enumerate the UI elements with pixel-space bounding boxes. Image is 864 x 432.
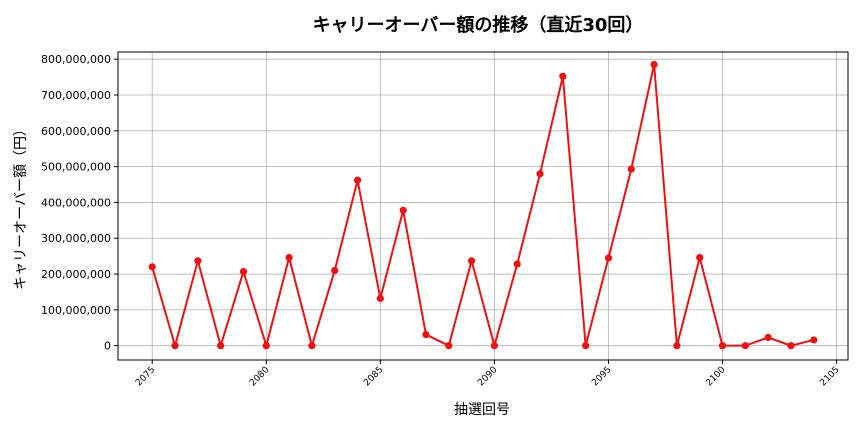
y-axis: 0 100,000,000 200,000,000 300,000,000 400,00… xyxy=(41,53,118,353)
data-point xyxy=(148,263,156,271)
y-tick-label: 0 xyxy=(104,340,111,353)
x-tick-label: 2090 xyxy=(476,365,499,388)
data-point xyxy=(513,260,521,268)
data-point xyxy=(741,342,749,350)
x-tick-label: 2095 xyxy=(590,365,613,388)
series-line xyxy=(151,64,815,350)
chart-title: キャリーオーバー額の推移（直近30回） xyxy=(313,14,644,36)
data-point xyxy=(764,333,772,342)
data-point xyxy=(559,72,567,80)
grid-lines xyxy=(118,52,848,360)
plot-frame xyxy=(117,51,849,361)
data-point xyxy=(810,336,818,344)
x-tick-label: 2100 xyxy=(704,365,727,388)
data-point xyxy=(331,266,339,275)
x-tick-label: 2080 xyxy=(248,365,271,388)
data-point xyxy=(536,170,544,178)
data-point xyxy=(376,294,384,302)
y-axis-label: キャリーオーバー額（円） xyxy=(13,122,29,290)
y-tick-label: 400,000,000 xyxy=(41,196,111,209)
x-tick-label: 2105 xyxy=(818,365,841,388)
x-axis-label: 抽選回号 xyxy=(454,402,510,418)
data-point xyxy=(673,342,681,350)
y-tick-label: 100,000,000 xyxy=(41,304,111,317)
data-point xyxy=(490,342,499,350)
y-tick-label: 700,000,000 xyxy=(41,89,111,102)
y-tick-label: 200,000,000 xyxy=(41,268,111,281)
data-point xyxy=(353,176,362,184)
y-tick-label: 600,000,000 xyxy=(41,125,111,138)
data-point xyxy=(787,342,795,350)
data-point xyxy=(194,257,202,265)
y-tick-label: 300,000,000 xyxy=(41,232,111,245)
y-tick-label: 500,000,000 xyxy=(41,161,111,174)
data-points xyxy=(148,60,818,350)
data-point xyxy=(285,253,293,262)
data-point xyxy=(718,342,727,350)
data-point xyxy=(467,257,476,265)
data-point xyxy=(696,253,704,262)
x-tick-label: 2075 xyxy=(134,365,157,388)
x-tick-label: 2085 xyxy=(362,365,385,388)
data-point xyxy=(445,342,453,350)
x-axis: 2075 2080 2085 2090 2095 2100 2105 xyxy=(134,360,842,388)
data-point xyxy=(239,267,248,276)
y-tick-label: 800,000,000 xyxy=(41,53,111,66)
data-point xyxy=(627,165,635,173)
data-point xyxy=(308,342,316,350)
data-point xyxy=(650,60,658,69)
data-point xyxy=(399,206,407,214)
data-point xyxy=(262,342,270,350)
data-point xyxy=(422,330,430,339)
data-point xyxy=(217,342,225,350)
data-point xyxy=(171,342,179,350)
data-point xyxy=(582,342,590,350)
data-point xyxy=(604,254,613,262)
